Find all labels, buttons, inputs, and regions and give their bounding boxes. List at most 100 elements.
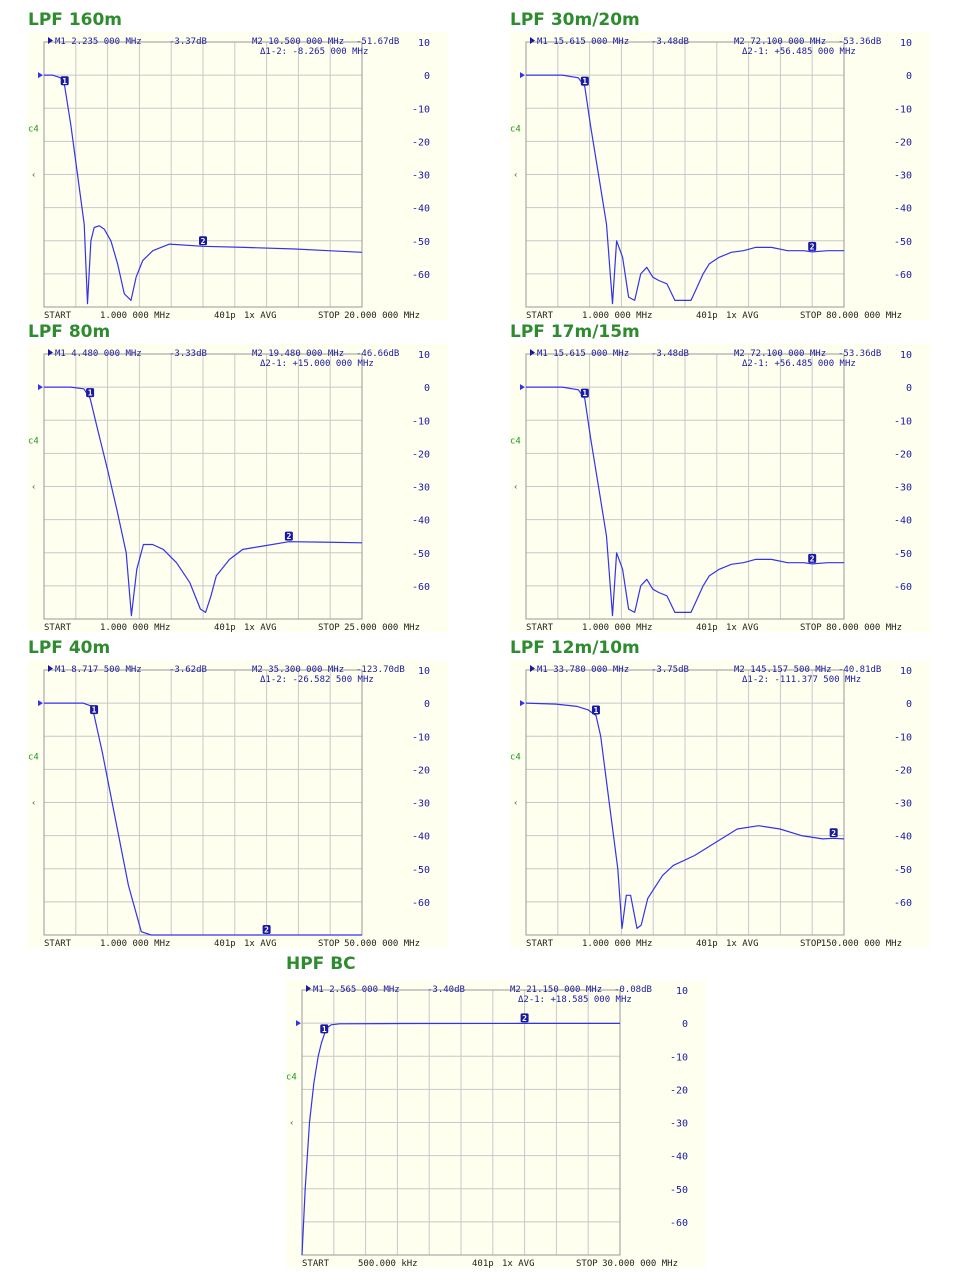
footer-start-label: START bbox=[44, 311, 72, 320]
footer-start-label: START bbox=[526, 623, 554, 632]
marker-2-readout: M2 72.100 000 MHz bbox=[734, 349, 826, 359]
footer-stop-frequency: 150.000 000 MHz bbox=[821, 939, 902, 948]
footer-averaging: 1x AVG bbox=[502, 1259, 535, 1268]
y-tick-label: 10 bbox=[900, 666, 912, 677]
marker-1-value: -3.48dB bbox=[651, 349, 689, 359]
marker-flag bbox=[284, 531, 293, 541]
chart-title: LPF 30m/20m bbox=[510, 10, 640, 30]
y-tick-label: -30 bbox=[412, 483, 430, 494]
marker-1-readout: M1 2.235 000 MHz bbox=[55, 37, 142, 47]
y-tick-label: 0 bbox=[906, 699, 912, 710]
y-tick-label: -20 bbox=[670, 1085, 688, 1096]
y-tick-label: 0 bbox=[906, 71, 912, 82]
y-tick-label: -20 bbox=[894, 765, 912, 776]
marker-2-value: -51.67dB bbox=[356, 37, 399, 47]
reference-level-arrow bbox=[296, 1020, 301, 1027]
y-tick-label: -40 bbox=[894, 516, 912, 527]
y-tick-label: -60 bbox=[894, 898, 912, 909]
y-tick-label: 10 bbox=[418, 666, 430, 677]
y-tick-label: -30 bbox=[894, 799, 912, 810]
vna-plot: 10 0 -10 -20 -30 -40 -50 -60 c4 ‹ M1 33.780 000 MH… bbox=[510, 665, 912, 948]
footer-start-label: START bbox=[526, 939, 554, 948]
marker-number: 2 bbox=[264, 926, 269, 935]
marker-flag bbox=[86, 388, 95, 398]
scale-indicator: ‹ bbox=[513, 171, 518, 181]
chart-panel-hpf-bc: HPF BC 10 0 -10 -20 -30 -40 -50 -60 c4 ‹ M1 2.565 … bbox=[286, 954, 706, 1268]
chart-panel-lpf-17m-15m: LPF 17m/15m 10 0 -10 -20 -30 -40 -50 -60 c4 ‹ M1 1… bbox=[510, 322, 930, 632]
marker-delta-readout: Δ1-2: -8.265 000 MHz bbox=[260, 47, 368, 57]
grid bbox=[525, 669, 845, 936]
y-tick-label: -50 bbox=[412, 865, 430, 876]
vna-plot: 10 0 -10 -20 -30 -40 -50 -60 c4 ‹ M1 15.615 000 MH… bbox=[510, 37, 912, 320]
reference-level-arrow bbox=[520, 72, 525, 79]
y-tick-label: -30 bbox=[894, 483, 912, 494]
reference-level-arrow bbox=[38, 384, 43, 391]
marker-number: 1 bbox=[62, 77, 67, 86]
marker-flag bbox=[520, 1013, 529, 1023]
y-tick-label: -30 bbox=[412, 171, 430, 182]
marker-1-value: -3.75dB bbox=[651, 665, 689, 675]
footer-stop-frequency: 25.000 000 MHz bbox=[344, 623, 420, 632]
trace-s21 bbox=[301, 1022, 620, 1256]
footer-start-frequency: 1.000 000 MHz bbox=[100, 623, 170, 632]
chart-title: HPF BC bbox=[286, 954, 356, 974]
marker-1: 1 bbox=[60, 76, 69, 86]
footer-averaging: 1x AVG bbox=[726, 311, 759, 320]
y-tick-label: -30 bbox=[894, 171, 912, 182]
footer-averaging: 1x AVG bbox=[244, 939, 277, 948]
footer-start-frequency: 1.000 000 MHz bbox=[582, 623, 652, 632]
marker-number: 1 bbox=[582, 389, 587, 398]
y-tick-label: 0 bbox=[424, 71, 430, 82]
y-tick-label: -60 bbox=[412, 898, 430, 909]
y-tick-label: -20 bbox=[894, 137, 912, 148]
y-tick-label: -20 bbox=[894, 449, 912, 460]
plot-frame bbox=[525, 41, 845, 308]
channel-label: c4 bbox=[286, 1072, 297, 1082]
marker-number: 1 bbox=[322, 1025, 327, 1034]
footer-averaging: 1x AVG bbox=[726, 939, 759, 948]
footer-start-frequency: 1.000 000 MHz bbox=[100, 939, 170, 948]
y-tick-label: 0 bbox=[906, 383, 912, 394]
y-tick-label: -40 bbox=[412, 832, 430, 843]
vna-screen: 10 0 -10 -20 -30 -40 -50 -60 c4 ‹ M1 2.565 000 MHz… bbox=[286, 980, 706, 1268]
footer-points: 401p bbox=[472, 1259, 494, 1268]
marker-2-value: -53.36dB bbox=[838, 37, 881, 47]
marker-1-active-arrow bbox=[48, 37, 53, 44]
marker-flag bbox=[808, 553, 817, 563]
chart-panel-lpf-160m: LPF 160m 10 0 -10 -20 -30 -40 -50 -60 c4 ‹ M1 2.23… bbox=[28, 10, 448, 320]
marker-2: 2 bbox=[520, 1013, 529, 1023]
trace-s21 bbox=[526, 386, 844, 617]
footer-start-frequency: 500.000 kHz bbox=[358, 1259, 418, 1268]
footer-stop-frequency: 80.000 000 MHz bbox=[826, 311, 902, 320]
y-tick-label: -10 bbox=[894, 104, 912, 115]
marker-delta-readout: Δ1-2: -26.582 500 MHz bbox=[260, 675, 374, 685]
footer-stop-label: STOP bbox=[318, 939, 340, 948]
marker-1-readout: M1 2.565 000 MHz bbox=[313, 985, 400, 995]
marker-number: 2 bbox=[201, 237, 206, 246]
vna-plot: 10 0 -10 -20 -30 -40 -50 -60 c4 ‹ M1 8.717 500 MHz… bbox=[28, 665, 430, 948]
plot-frame bbox=[43, 41, 363, 308]
marker-1-readout: M1 8.717 500 MHz bbox=[55, 665, 142, 675]
y-tick-label: -30 bbox=[412, 799, 430, 810]
y-tick-label: 10 bbox=[418, 350, 430, 361]
scale-indicator: ‹ bbox=[31, 171, 36, 181]
reference-level-arrow bbox=[38, 700, 43, 707]
vna-plot: 10 0 -10 -20 -30 -40 -50 -60 c4 ‹ M1 4.480 000 MHz… bbox=[28, 349, 430, 632]
marker-1: 1 bbox=[580, 76, 589, 86]
y-tick-label: -50 bbox=[412, 549, 430, 560]
footer-points: 401p bbox=[214, 939, 236, 948]
y-tick-label: -10 bbox=[412, 732, 430, 743]
marker-flag bbox=[60, 76, 69, 86]
marker-number: 2 bbox=[831, 829, 836, 838]
scale-indicator: ‹ bbox=[513, 799, 518, 809]
chart-panel-lpf-80m: LPF 80m 10 0 -10 -20 -30 -40 -50 -60 c4 ‹ M1 4.480… bbox=[28, 322, 448, 632]
footer-stop-label: STOP bbox=[800, 311, 822, 320]
marker-2-value: -0.08dB bbox=[614, 985, 652, 995]
marker-flag bbox=[580, 388, 589, 398]
footer-start-frequency: 1.000 000 MHz bbox=[100, 311, 170, 320]
scale-indicator: ‹ bbox=[31, 799, 36, 809]
footer-stop-label: STOP bbox=[318, 311, 340, 320]
chart-title: LPF 160m bbox=[28, 10, 123, 30]
marker-1: 1 bbox=[580, 388, 589, 398]
y-tick-label: -10 bbox=[894, 416, 912, 427]
